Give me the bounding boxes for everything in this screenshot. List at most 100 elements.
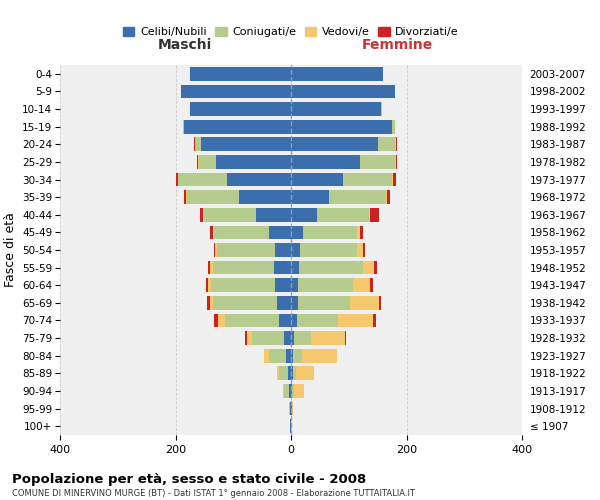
Bar (370, 208, 379, 222)
Bar (343, 172, 392, 186)
Bar (194, 138, 202, 151)
Bar (289, 384, 291, 398)
Bar (360, 226, 363, 239)
Bar (203, 208, 205, 222)
Bar (329, 190, 386, 204)
Bar (298, 278, 353, 292)
Bar (291, 172, 343, 186)
Bar (239, 190, 291, 204)
Bar (205, 208, 256, 222)
Bar (298, 296, 350, 310)
Bar (302, 226, 358, 239)
Bar (286, 349, 291, 362)
Bar (277, 296, 291, 310)
Bar (362, 260, 374, 274)
Bar (209, 296, 213, 310)
Text: Maschi: Maschi (158, 38, 212, 52)
Bar (374, 260, 377, 274)
Bar (377, 138, 395, 151)
Bar (184, 120, 291, 134)
Bar (206, 296, 209, 310)
Bar (299, 260, 362, 274)
Bar (187, 190, 239, 204)
Bar (224, 314, 280, 328)
Bar (291, 120, 392, 134)
Bar (202, 138, 291, 151)
Bar (291, 155, 360, 169)
Bar (253, 331, 284, 345)
Bar (291, 243, 299, 257)
Bar (353, 278, 370, 292)
Bar (277, 366, 280, 380)
Bar (214, 314, 218, 328)
Y-axis label: Fasce di età: Fasce di età (4, 212, 17, 288)
Bar (387, 190, 390, 204)
Bar (291, 84, 395, 98)
Text: COMUNE DI MINERVINO MURGE (BT) - Dati ISTAT 1° gennaio 2008 - Elaborazione TUTTA: COMUNE DI MINERVINO MURGE (BT) - Dati IS… (12, 489, 415, 498)
Bar (218, 314, 224, 328)
Bar (275, 278, 291, 292)
Bar (291, 349, 293, 362)
Bar (291, 226, 302, 239)
Bar (216, 155, 291, 169)
Bar (370, 278, 373, 292)
Bar (265, 349, 269, 362)
Bar (289, 402, 290, 415)
Bar (214, 226, 269, 239)
Bar (299, 243, 358, 257)
Bar (294, 384, 304, 398)
Bar (211, 278, 275, 292)
Bar (302, 349, 337, 362)
Bar (213, 226, 214, 239)
Bar (269, 349, 286, 362)
Bar (395, 155, 397, 169)
Bar (199, 155, 216, 169)
Bar (176, 172, 178, 186)
Bar (291, 314, 297, 328)
Bar (360, 155, 395, 169)
Bar (283, 384, 284, 398)
Text: Femmine: Femmine (362, 38, 433, 52)
Bar (291, 138, 377, 151)
Bar (373, 314, 376, 328)
Bar (280, 314, 291, 328)
Bar (392, 120, 395, 134)
Legend: Celibi/Nubili, Coniugati/e, Vedovi/e, Divorziati/e: Celibi/Nubili, Coniugati/e, Vedovi/e, Di… (119, 22, 463, 42)
Bar (190, 102, 291, 116)
Bar (280, 366, 287, 380)
Bar (284, 384, 289, 398)
Bar (317, 208, 369, 222)
Bar (311, 331, 345, 345)
Bar (215, 243, 217, 257)
Bar (183, 120, 184, 134)
Bar (392, 172, 393, 186)
Bar (293, 366, 296, 380)
Bar (227, 172, 291, 186)
Bar (291, 67, 383, 80)
Bar (380, 102, 382, 116)
Bar (178, 172, 227, 186)
Bar (291, 208, 317, 222)
Bar (379, 296, 381, 310)
Bar (293, 349, 302, 362)
Bar (217, 243, 275, 257)
Bar (290, 402, 291, 415)
Bar (363, 243, 365, 257)
Bar (291, 366, 293, 380)
Bar (210, 260, 213, 274)
Bar (393, 172, 396, 186)
Bar (184, 190, 187, 204)
Bar (291, 384, 292, 398)
Bar (206, 278, 208, 292)
Bar (291, 190, 329, 204)
Bar (269, 226, 291, 239)
Bar (358, 226, 360, 239)
Bar (350, 296, 379, 310)
Text: Popolazione per età, sesso e stato civile - 2008: Popolazione per età, sesso e stato civil… (12, 472, 366, 486)
Bar (247, 331, 253, 345)
Bar (200, 208, 203, 222)
Bar (291, 278, 298, 292)
Bar (197, 155, 198, 169)
Bar (296, 366, 314, 380)
Bar (291, 260, 299, 274)
